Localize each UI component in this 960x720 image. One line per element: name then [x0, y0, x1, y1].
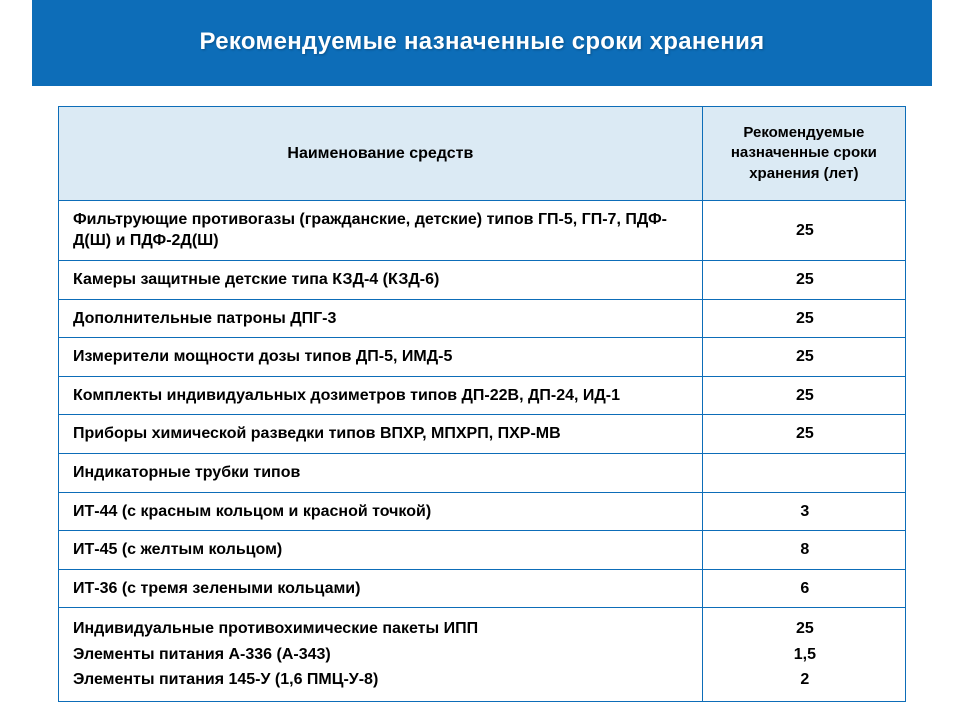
- cell-name-multi: Индивидуальные противохимические пакеты …: [59, 608, 703, 702]
- header-name: Наименование средств: [59, 107, 703, 201]
- cell-term: 25: [702, 415, 905, 454]
- cell-name: ИТ-44 (с красным кольцом и красной точко…: [59, 492, 703, 531]
- cell-name: Индикаторные трубки типов: [59, 453, 703, 492]
- table-row-multi: Индивидуальные противохимические пакеты …: [59, 608, 906, 702]
- table-body: Фильтрующие противогазы (гражданские, де…: [59, 200, 906, 701]
- cell-name: Фильтрующие противогазы (гражданские, де…: [59, 200, 703, 260]
- multi-term-line: 2: [717, 667, 893, 693]
- page-title: Рекомендуемые назначенные сроки хранения: [52, 28, 912, 56]
- cell-name: Приборы химической разведки типов ВПХР, …: [59, 415, 703, 454]
- table-row: Дополнительные патроны ДПГ-3 25: [59, 299, 906, 338]
- header-term: Рекомендуемые назначенные сроки хранения…: [702, 107, 905, 201]
- cell-term: 25: [702, 260, 905, 299]
- multi-term-line: 1,5: [717, 642, 893, 668]
- table-row: Измерители мощности дозы типов ДП-5, ИМД…: [59, 338, 906, 377]
- table-row: Индикаторные трубки типов: [59, 453, 906, 492]
- table-row: Камеры защитные детские типа КЗД-4 (КЗД-…: [59, 260, 906, 299]
- cell-name: ИТ-36 (с тремя зелеными кольцами): [59, 569, 703, 608]
- cell-term: 25: [702, 299, 905, 338]
- title-banner: Рекомендуемые назначенные сроки хранения: [32, 0, 932, 86]
- cell-name: ИТ-45 (с желтым кольцом): [59, 531, 703, 570]
- cell-term: 3: [702, 492, 905, 531]
- cell-term-multi: 25 1,5 2: [702, 608, 905, 702]
- table-row: ИТ-44 (с красным кольцом и красной точко…: [59, 492, 906, 531]
- table-row: ИТ-45 (с желтым кольцом) 8: [59, 531, 906, 570]
- cell-name: Камеры защитные детские типа КЗД-4 (КЗД-…: [59, 260, 703, 299]
- storage-terms-table: Наименование средств Рекомендуемые назна…: [58, 106, 906, 702]
- cell-term: 25: [702, 376, 905, 415]
- cell-term: 6: [702, 569, 905, 608]
- table-row: Приборы химической разведки типов ВПХР, …: [59, 415, 906, 454]
- table-header-row: Наименование средств Рекомендуемые назна…: [59, 107, 906, 201]
- multi-name-line: Индивидуальные противохимические пакеты …: [73, 616, 690, 642]
- multi-name-line: Элементы питания А-336 (А-343): [73, 642, 690, 668]
- multi-name-line: Элементы питания 145-У (1,6 ПМЦ-У-8): [73, 667, 690, 693]
- cell-name: Дополнительные патроны ДПГ-3: [59, 299, 703, 338]
- cell-term: [702, 453, 905, 492]
- cell-term: 25: [702, 200, 905, 260]
- cell-term: 8: [702, 531, 905, 570]
- cell-name: Комплекты индивидуальных дозиметров типо…: [59, 376, 703, 415]
- table-row: ИТ-36 (с тремя зелеными кольцами) 6: [59, 569, 906, 608]
- cell-term: 25: [702, 338, 905, 377]
- table-row: Комплекты индивидуальных дозиметров типо…: [59, 376, 906, 415]
- table-row: Фильтрующие противогазы (гражданские, де…: [59, 200, 906, 260]
- multi-term-line: 25: [717, 616, 893, 642]
- table-container: Наименование средств Рекомендуемые назна…: [0, 106, 960, 702]
- cell-name: Измерители мощности дозы типов ДП-5, ИМД…: [59, 338, 703, 377]
